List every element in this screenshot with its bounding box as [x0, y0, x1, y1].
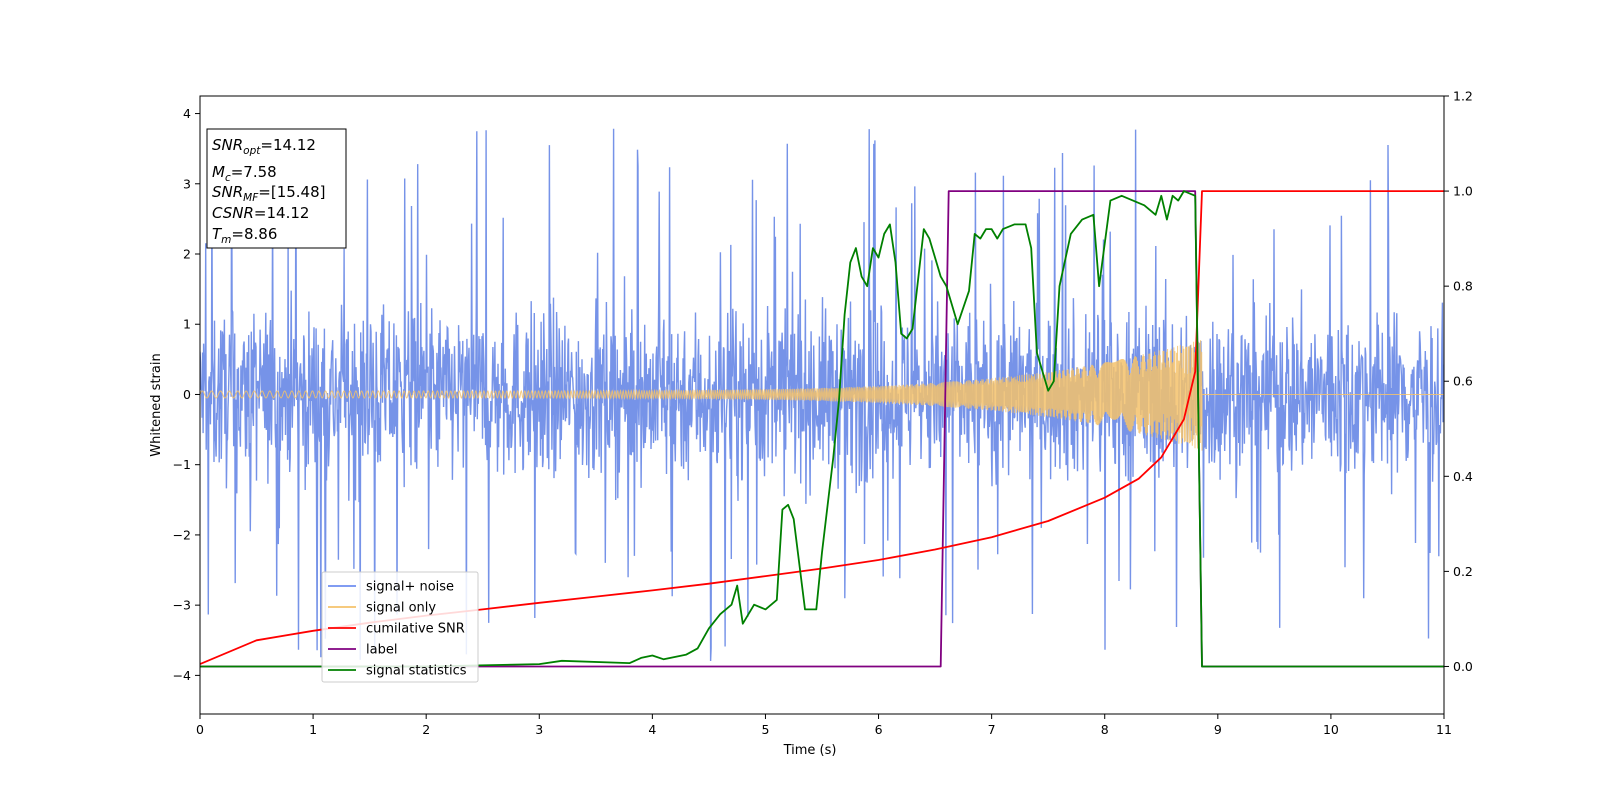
y-left-tick-label: 4	[183, 106, 191, 121]
x-axis-label: Time (s)	[783, 743, 837, 758]
x-tick-label: 0	[196, 722, 204, 737]
info-line: SNRMF=[15.48]	[212, 183, 326, 204]
series-signal-only	[200, 340, 1444, 451]
y-left-tick-label: −3	[173, 598, 191, 613]
legend-label: signal statistics	[366, 664, 467, 679]
x-tick-label: 9	[1214, 722, 1222, 737]
info-line: Mc=7.58	[212, 163, 277, 184]
y-left-tick-label: −2	[173, 527, 191, 542]
plot-frame	[199, 95, 1445, 715]
y-left-tick-label: −1	[173, 457, 191, 472]
y-right-tick-label: 1.0	[1453, 184, 1473, 199]
x-tick-label: 10	[1323, 722, 1339, 737]
series-signal-noise	[200, 128, 1444, 662]
info-box-frame	[206, 128, 347, 249]
info-line: CSNR=14.12	[212, 204, 309, 222]
legend-items: signal+ noise signal only cumilative SNR la…	[328, 580, 467, 679]
x-tick-label: 8	[1101, 722, 1109, 737]
legend-frame	[321, 571, 479, 683]
info-box-lines: SNRopt=14.12 Mc=7.58SNRMF=[15.48]CSNR=14.…	[212, 136, 326, 246]
y-right-tick-label: 0.2	[1453, 564, 1473, 579]
axes: 0 1 2 3 4 5 6 7 8 9 10 11 −4 −3 −2 −1 0 1 2 3 4 0.0 0.2 0.4 0.6 0…	[173, 89, 1473, 738]
series-signal-statistics	[200, 190, 1444, 668]
legend-label: signal+ noise	[366, 580, 454, 595]
y-right-tick-label: 0.6	[1453, 374, 1473, 389]
y-right-tick-label: 0.0	[1453, 659, 1473, 674]
info-line: SNRopt=14.12	[212, 136, 316, 157]
x-tick-label: 6	[875, 722, 883, 737]
x-tick-label: 11	[1436, 722, 1452, 737]
y-right-tick-label: 1.2	[1453, 89, 1473, 104]
info-box: SNRopt=14.12 Mc=7.58SNRMF=[15.48]CSNR=14.…	[206, 128, 347, 249]
x-tick-label: 2	[422, 722, 430, 737]
legend: signal+ noise signal only cumilative SNR la…	[321, 571, 479, 683]
y-axis-label: Whitened strain	[149, 353, 164, 456]
x-tick-label: 3	[535, 722, 543, 737]
y-right-tick-label: 0.8	[1453, 279, 1473, 294]
y-right-tick-label: 0.4	[1453, 469, 1473, 484]
y-left-tick-label: 2	[183, 247, 191, 262]
x-tick-label: 5	[761, 722, 769, 737]
legend-label: signal only	[366, 601, 436, 616]
legend-label: cumilative SNR	[366, 622, 465, 637]
y-left-tick-label: 3	[183, 176, 191, 191]
info-line: Tm=8.86	[212, 225, 277, 246]
x-tick-label: 4	[648, 722, 656, 737]
legend-label: label	[366, 643, 397, 658]
x-tick-label: 1	[309, 722, 317, 737]
y-left-tick-label: 0	[183, 387, 191, 402]
x-tick-label: 7	[988, 722, 996, 737]
y-left-tick-label: −4	[173, 668, 191, 683]
y-left-tick-label: 1	[183, 317, 191, 332]
